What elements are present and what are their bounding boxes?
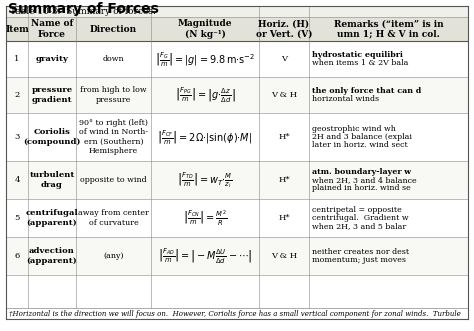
Bar xyxy=(6,17,468,41)
Text: gravity: gravity xyxy=(36,55,68,63)
Text: turbulent
drag: turbulent drag xyxy=(29,171,75,189)
Text: hydrostatic equilibri: hydrostatic equilibri xyxy=(312,51,403,59)
Text: Horiz. (H)
or Vert. (V): Horiz. (H) or Vert. (V) xyxy=(256,19,312,39)
Text: when items 1 & 2V bala: when items 1 & 2V bala xyxy=(312,59,409,67)
Text: 4: 4 xyxy=(14,176,20,184)
Text: neither creates nor dest: neither creates nor dest xyxy=(312,248,409,256)
Text: when 2H, 3 and 4 balance: when 2H, 3 and 4 balance xyxy=(312,176,417,184)
Text: opposite to wind: opposite to wind xyxy=(80,176,147,184)
Text: down: down xyxy=(103,55,124,63)
Text: †Horizontal is the direction we will focus on.  However, Coriolis force has a sm: †Horizontal is the direction we will foc… xyxy=(9,309,461,317)
Text: 90° to right (left)
of wind in North-
ern (Southern)
Hemisphere: 90° to right (left) of wind in North- er… xyxy=(79,119,148,155)
Text: Magnitude
(N kg⁻¹): Magnitude (N kg⁻¹) xyxy=(178,19,232,39)
Text: Item: Item xyxy=(5,24,29,33)
Text: centrifugal
(apparent): centrifugal (apparent) xyxy=(26,210,78,227)
Bar xyxy=(6,161,468,199)
Bar xyxy=(6,77,468,113)
Text: $\left|\frac{F_{PG}}{m}\right| = \left|g{\cdot}\frac{\Delta z}{\Delta d}\right|$: $\left|\frac{F_{PG}}{m}\right| = \left|g… xyxy=(174,85,236,105)
Bar xyxy=(6,6,468,17)
Text: $\left|\frac{F_G}{m}\right| = |g| = 9.8\,\mathrm{m{\cdot}s^{-2}}$: $\left|\frac{F_G}{m}\right| = |g| = 9.8\… xyxy=(155,50,255,68)
Text: $\left|\frac{F_{CF}}{m}\right| = 2\Omega{\cdot}|\sin(\phi){\cdot}M|$: $\left|\frac{F_{CF}}{m}\right| = 2\Omega… xyxy=(157,128,253,146)
Text: H*: H* xyxy=(278,133,290,141)
Text: Direction: Direction xyxy=(90,24,137,33)
Text: 6: 6 xyxy=(14,252,19,260)
Text: 3: 3 xyxy=(14,133,20,141)
Text: Table 10-3.  Summary of forces.: Table 10-3. Summary of forces. xyxy=(10,7,156,16)
Text: Name of
Force: Name of Force xyxy=(31,19,73,39)
Text: V: V xyxy=(281,55,287,63)
Text: Remarks (“item” is in
umn 1; H & V in col.: Remarks (“item” is in umn 1; H & V in co… xyxy=(334,19,443,39)
Text: Summary of Forces: Summary of Forces xyxy=(8,2,159,16)
Text: when 2H, 3 and 5 balar: when 2H, 3 and 5 balar xyxy=(312,222,406,230)
Text: away from center
of curvature: away from center of curvature xyxy=(78,210,149,227)
Text: $\left|\frac{F_{CN}}{m}\right| = \frac{M^2}{R}$: $\left|\frac{F_{CN}}{m}\right| = \frac{M… xyxy=(183,208,227,228)
Text: 1: 1 xyxy=(14,55,20,63)
Text: horizontal winds: horizontal winds xyxy=(312,95,379,103)
Text: geostrophic wind wh: geostrophic wind wh xyxy=(312,125,396,133)
Text: 2: 2 xyxy=(14,91,19,99)
Text: H*: H* xyxy=(278,176,290,184)
Text: centrifugal.  Gradient w: centrifugal. Gradient w xyxy=(312,214,409,222)
Text: H*: H* xyxy=(278,214,290,222)
Text: V & H: V & H xyxy=(271,91,297,99)
Text: from high to low
pressure: from high to low pressure xyxy=(80,86,147,104)
Text: later in horiz. wind sect: later in horiz. wind sect xyxy=(312,141,408,149)
Text: plained in horiz. wind se: plained in horiz. wind se xyxy=(312,184,411,192)
Text: Coriolis
(compound): Coriolis (compound) xyxy=(23,128,81,146)
Text: $\left|\frac{F_{TD}}{m}\right| = w_T {\cdot} \frac{M}{z_i}$: $\left|\frac{F_{TD}}{m}\right| = w_T {\c… xyxy=(177,170,233,190)
Text: pressure
gradient: pressure gradient xyxy=(31,86,73,104)
Text: momentum; just moves: momentum; just moves xyxy=(312,256,406,264)
Text: atm. boundary-layer w: atm. boundary-layer w xyxy=(312,168,411,176)
Text: 2H and 3 balance (explai: 2H and 3 balance (explai xyxy=(312,133,412,141)
Text: the only force that can d: the only force that can d xyxy=(312,87,421,95)
Text: V & H: V & H xyxy=(271,252,297,260)
Text: (any): (any) xyxy=(103,252,124,260)
Text: centripetal = opposite: centripetal = opposite xyxy=(312,206,402,214)
Text: advection
(apparent): advection (apparent) xyxy=(27,247,77,264)
Bar xyxy=(6,237,468,275)
Text: 5: 5 xyxy=(14,214,20,222)
Text: $\left|\frac{F_{AD}}{m}\right| = \left|-M\frac{\Delta U}{\Delta d} - \cdots\righ: $\left|\frac{F_{AD}}{m}\right| = \left|-… xyxy=(158,246,252,266)
